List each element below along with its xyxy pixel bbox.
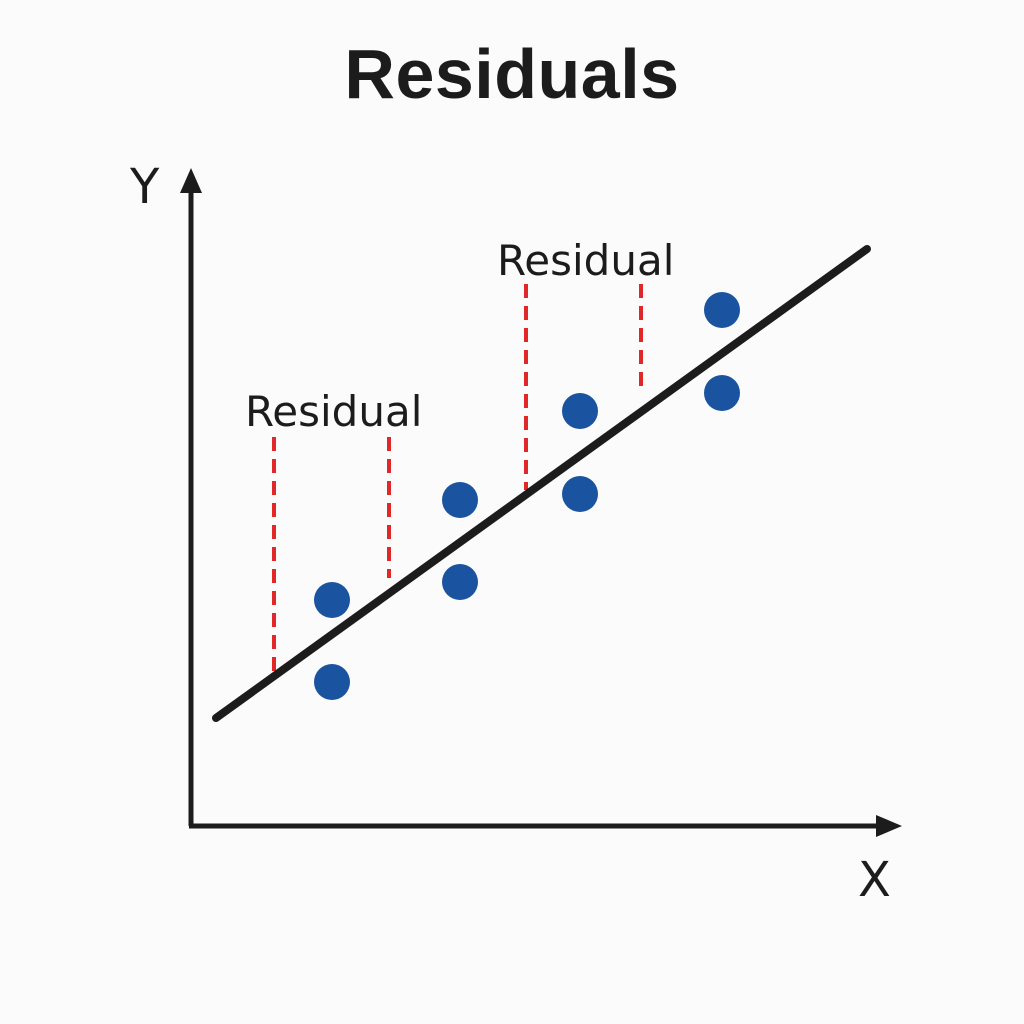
residual-label-right: Residual bbox=[497, 236, 674, 285]
data-point bbox=[314, 664, 350, 700]
y-axis-arrowhead bbox=[180, 168, 202, 193]
data-point bbox=[442, 482, 478, 518]
residual-label-left: Residual bbox=[245, 387, 422, 436]
page-title: Residuals bbox=[344, 35, 680, 113]
data-point bbox=[562, 476, 598, 512]
data-point bbox=[562, 393, 598, 429]
x-axis-arrowhead bbox=[876, 815, 902, 837]
data-point bbox=[314, 582, 350, 618]
y-axis-label: Y bbox=[129, 159, 160, 215]
x-axis-label: X bbox=[858, 852, 891, 908]
data-points bbox=[314, 292, 740, 700]
axes bbox=[180, 168, 902, 837]
residual-lines bbox=[272, 284, 643, 672]
regression-line bbox=[212, 245, 871, 722]
data-point bbox=[704, 375, 740, 411]
data-point bbox=[442, 564, 478, 600]
data-point bbox=[704, 292, 740, 328]
